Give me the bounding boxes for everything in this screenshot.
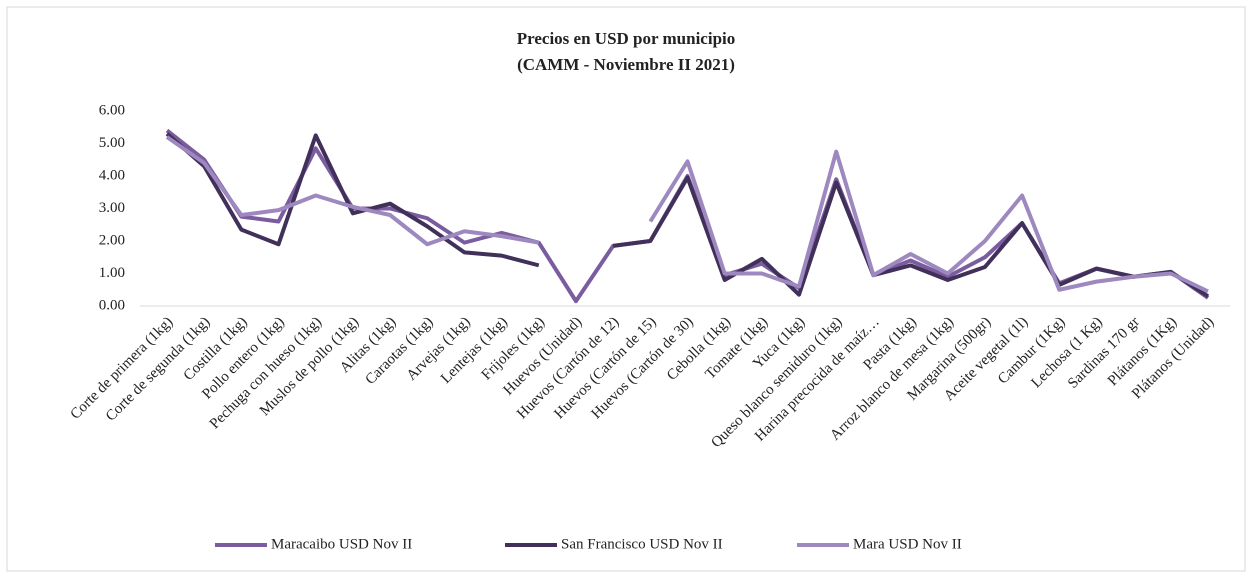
legend-label: Mara USD Nov II (853, 536, 962, 552)
chart-border (6, 6, 1246, 572)
y-tick-label: 6.00 (99, 102, 125, 118)
y-tick-label: 0.00 (99, 297, 125, 313)
y-tick-label: 3.00 (99, 200, 125, 216)
y-tick-label: 2.00 (99, 232, 125, 248)
chart-title: Precios en USD por municipio (517, 29, 736, 48)
series-line (165, 135, 1209, 294)
series-line (165, 132, 1210, 298)
y-tick-label: 5.00 (99, 135, 125, 151)
legend-label: Maracaibo USD Nov II (271, 536, 412, 552)
y-tick-label: 4.00 (99, 167, 125, 183)
y-tick-label: 1.00 (99, 265, 125, 281)
legend-label: San Francisco USD Nov II (561, 536, 723, 552)
chart-subtitle: (CAMM - Noviembre II 2021) (517, 55, 735, 74)
